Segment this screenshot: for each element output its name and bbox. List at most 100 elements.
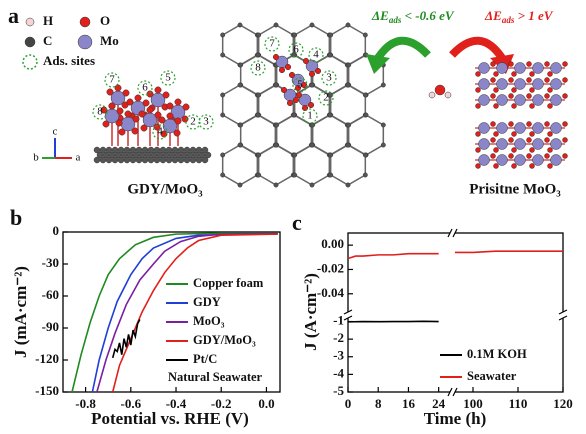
atom	[220, 152, 226, 158]
break-mark	[447, 387, 453, 397]
atom	[314, 67, 322, 75]
site-marker	[198, 114, 214, 130]
site-marker	[292, 77, 308, 93]
x-tick-label: 0	[345, 396, 352, 411]
atom	[117, 156, 125, 164]
panel-label: b	[10, 205, 22, 230]
atom	[237, 142, 243, 148]
site-number: 3	[203, 116, 209, 128]
atom	[181, 115, 189, 123]
site-marker	[22, 54, 38, 70]
atom	[309, 82, 315, 88]
atom	[496, 94, 508, 106]
atom	[273, 82, 279, 88]
atom	[238, 62, 244, 68]
atom	[508, 61, 514, 67]
y-tick-label: -5	[333, 383, 344, 398]
energy-label: ΔEads < -0.6 eV	[371, 8, 455, 25]
structure-title: GDY/MoO₃	[127, 181, 203, 197]
atom	[380, 142, 386, 148]
atom	[256, 92, 262, 98]
atom	[514, 138, 526, 150]
atom	[118, 128, 126, 136]
legend-label: Copper foam	[193, 276, 264, 290]
plot-frame	[62, 231, 281, 393]
atom	[550, 122, 562, 134]
atom	[309, 142, 315, 148]
site-number: 7	[109, 74, 115, 86]
atom	[475, 147, 481, 153]
data-line	[111, 319, 141, 359]
y-tick-label: -90	[42, 319, 59, 334]
energy-text: < -0.6 eV	[401, 8, 455, 23]
atom	[511, 103, 517, 109]
data-line	[111, 233, 278, 393]
atom	[280, 86, 288, 94]
legend-label: Mo	[100, 33, 119, 48]
atom	[526, 121, 532, 127]
atom	[237, 82, 243, 88]
atom	[475, 131, 481, 137]
site-number: 4	[313, 49, 319, 61]
atom	[511, 71, 517, 77]
arrow-head	[366, 54, 390, 74]
atom	[363, 112, 369, 118]
atom	[278, 66, 286, 74]
atom	[328, 172, 334, 178]
atom	[493, 147, 499, 153]
legend-label: H	[43, 13, 53, 28]
atom	[295, 91, 303, 99]
y-tick-label: -2	[333, 330, 344, 345]
panel-label: c	[292, 210, 302, 235]
energy-symbol: ΔE	[371, 8, 389, 23]
atom	[302, 57, 310, 65]
site-marker	[152, 124, 168, 140]
atom	[526, 93, 532, 99]
atom	[493, 131, 499, 137]
atom	[291, 112, 297, 118]
atom	[294, 84, 302, 92]
y-tick-label: -0.04	[317, 285, 345, 300]
atom	[106, 88, 114, 96]
atom	[345, 142, 351, 148]
x-tick-label: 120	[553, 396, 573, 411]
atom	[532, 94, 544, 106]
atom	[154, 86, 162, 94]
atom	[124, 110, 132, 118]
atom	[237, 182, 243, 188]
break-mark	[452, 387, 458, 397]
atom	[508, 137, 514, 143]
atom	[550, 138, 562, 150]
atom	[255, 52, 261, 58]
atom	[514, 78, 526, 90]
atom	[79, 16, 91, 28]
atom	[490, 121, 496, 127]
atom	[496, 62, 508, 74]
plot-frame	[347, 232, 564, 393]
atom	[380, 82, 386, 88]
atom	[134, 94, 142, 102]
atom	[166, 102, 174, 110]
site-marker	[308, 47, 324, 63]
atom	[544, 121, 550, 127]
y-tick-label: -120	[35, 351, 59, 366]
atom	[508, 121, 514, 127]
energy-label: ΔEads > 1 eV	[484, 8, 554, 25]
site-marker	[185, 114, 201, 130]
atom	[345, 22, 351, 28]
atom	[122, 89, 130, 97]
atom	[140, 124, 148, 132]
x-tick-label: -0.8	[75, 396, 96, 411]
atom	[496, 138, 508, 150]
x-tick-label: -0.2	[211, 396, 232, 411]
atom	[220, 172, 226, 178]
atom	[496, 122, 508, 134]
atom	[526, 61, 532, 67]
site-marker	[318, 90, 334, 106]
atom	[478, 154, 490, 166]
site-number: 6	[142, 82, 148, 94]
atom	[142, 99, 150, 107]
atom	[220, 112, 226, 118]
y-tick-label: -30	[42, 255, 59, 270]
